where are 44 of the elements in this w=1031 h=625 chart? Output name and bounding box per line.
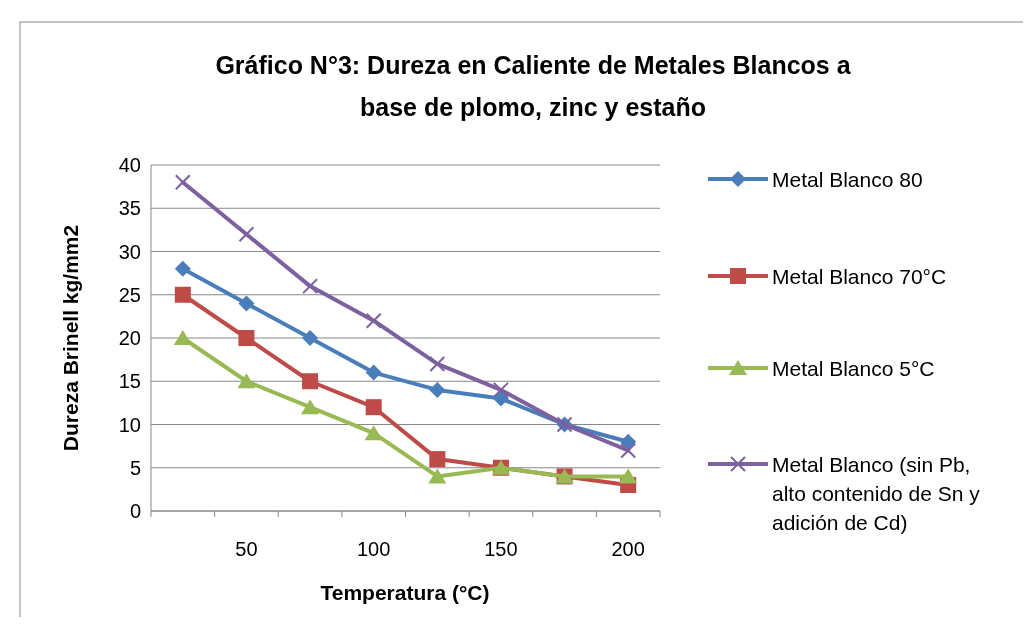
point <box>619 468 638 484</box>
y-tick-label: 10 <box>118 413 141 436</box>
point <box>302 278 319 295</box>
point <box>429 451 446 468</box>
point <box>365 399 382 416</box>
point <box>174 286 191 303</box>
y-axis-title: Dureza Brinell kg/mm2 <box>59 224 82 452</box>
x-tick-label: 200 <box>611 538 645 560</box>
point <box>174 260 191 277</box>
point <box>429 355 446 372</box>
point <box>365 364 382 381</box>
y-tick-label: 30 <box>118 240 141 263</box>
x-tick-label: 50 <box>235 538 258 560</box>
x-axis-title: Temperatura (°C) <box>320 581 490 604</box>
point <box>429 381 446 398</box>
point <box>301 399 320 415</box>
y-tick-label: 25 <box>118 283 141 306</box>
legend-label: Metal Blanco 5°C <box>772 357 935 380</box>
legend-label: Metal Blanco 70°C <box>772 265 947 288</box>
y-tick-label: 15 <box>118 370 141 393</box>
point <box>173 330 192 345</box>
point <box>238 226 255 243</box>
y-tick-label: 0 <box>129 500 141 522</box>
x-tick-label: 150 <box>484 538 518 560</box>
y-tick-label: 40 <box>118 154 141 176</box>
point <box>174 174 191 191</box>
point <box>365 312 382 329</box>
point <box>428 468 447 484</box>
point <box>492 390 509 407</box>
point <box>237 373 256 389</box>
y-tick-label: 5 <box>129 456 141 479</box>
chart-title: Gráfico N°3: Dureza en Caliente de Metales Blancos a base de plomo, zinc y estaño <box>215 51 852 121</box>
point <box>492 381 509 398</box>
legend-label: Metal Blanco 80 <box>772 168 923 191</box>
y-tick-label: 35 <box>118 197 141 220</box>
point <box>238 295 255 312</box>
point <box>238 330 255 346</box>
point <box>364 425 383 441</box>
point <box>302 373 319 390</box>
x-tick-label: 100 <box>357 538 391 560</box>
legend-label: Metal Blanco (sin Pb, alto contenido de Sn y adición de Cd) <box>772 453 981 534</box>
point <box>620 442 637 459</box>
y-tick-label: 20 <box>118 327 141 349</box>
point <box>302 330 319 346</box>
